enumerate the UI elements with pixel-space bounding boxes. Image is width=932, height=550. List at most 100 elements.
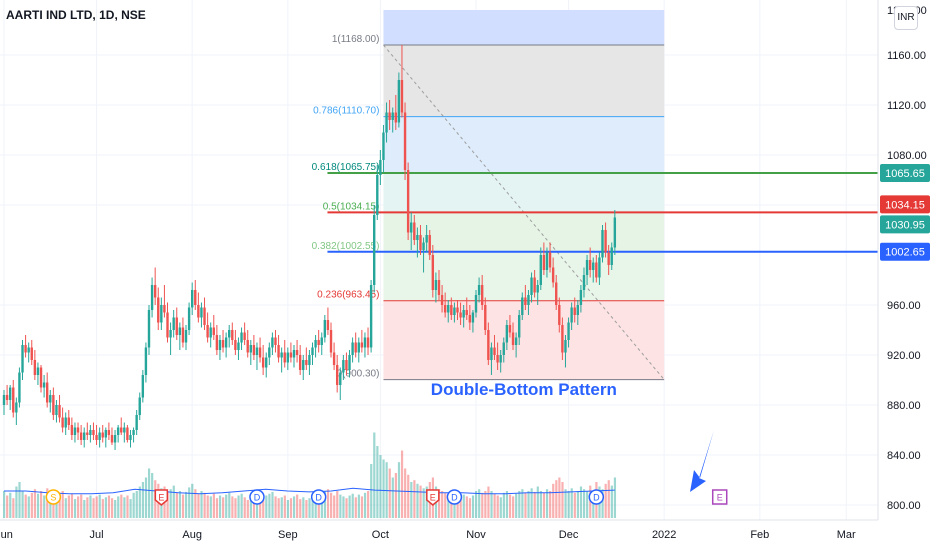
candle-body[interactable] (592, 262, 595, 271)
candle-body[interactable] (585, 260, 589, 275)
candle-body[interactable] (545, 252, 549, 271)
candle-body[interactable] (21, 345, 24, 373)
candle-body[interactable] (169, 330, 172, 338)
candle-body[interactable] (30, 347, 33, 361)
candle-body[interactable] (348, 355, 351, 370)
candle-body[interactable] (153, 285, 157, 298)
candle-body[interactable] (147, 310, 151, 348)
event-marker-icon[interactable] (426, 489, 440, 506)
candle-body[interactable] (487, 330, 490, 360)
candle-body[interactable] (582, 275, 586, 290)
candle-body[interactable] (474, 295, 478, 313)
candle-body[interactable] (354, 342, 357, 353)
candle-body[interactable] (209, 327, 212, 338)
candle-body[interactable] (89, 430, 92, 435)
candle-body[interactable] (329, 330, 333, 353)
candle-body[interactable] (206, 325, 209, 338)
candle-body[interactable] (190, 290, 194, 308)
candle-body[interactable] (431, 255, 435, 290)
candle-body[interactable] (320, 337, 323, 346)
candle-body[interactable] (406, 170, 410, 233)
candle-body[interactable] (456, 307, 459, 313)
candle-body[interactable] (246, 340, 249, 353)
candle-body[interactable] (459, 312, 462, 318)
candle-body[interactable] (286, 352, 290, 363)
candle-body[interactable] (67, 417, 70, 426)
candle-body[interactable] (157, 297, 160, 323)
candle-body[interactable] (76, 427, 80, 433)
candle-body[interactable] (425, 235, 428, 243)
candle-body[interactable] (184, 330, 188, 343)
candle-body[interactable] (203, 307, 206, 326)
candle-body[interactable] (64, 417, 67, 428)
candle-body[interactable] (357, 342, 360, 353)
candle-body[interactable] (339, 372, 342, 386)
candle-body[interactable] (271, 337, 274, 348)
event-marker-icon[interactable] (154, 489, 169, 506)
candle-body[interactable] (363, 337, 367, 348)
candle-body[interactable] (116, 427, 120, 436)
candle-body[interactable] (422, 242, 425, 251)
candle-body[interactable] (123, 427, 126, 433)
candle-body[interactable] (45, 382, 49, 403)
candle-body[interactable] (283, 352, 286, 363)
candle-body[interactable] (39, 367, 43, 388)
candle-body[interactable] (379, 160, 382, 175)
candle-body[interactable] (163, 305, 166, 313)
candle-body[interactable] (369, 285, 373, 348)
candle-body[interactable] (249, 345, 252, 353)
candle-body[interactable] (107, 430, 111, 435)
candle-body[interactable] (58, 405, 61, 418)
candle-body[interactable] (413, 222, 416, 241)
candle-body[interactable] (447, 305, 450, 313)
candle-body[interactable] (175, 317, 178, 336)
candle-body[interactable] (453, 307, 456, 316)
candle-body[interactable] (391, 112, 394, 121)
candle-body[interactable] (443, 305, 447, 313)
candle-body[interactable] (450, 305, 453, 315)
candle-body[interactable] (101, 432, 104, 438)
candle-body[interactable] (342, 360, 345, 373)
candle-body[interactable] (231, 330, 234, 340)
candle-body[interactable] (326, 320, 330, 330)
candle-body[interactable] (298, 355, 302, 370)
event-marker-icon[interactable] (588, 489, 605, 505)
candle-body[interactable] (132, 430, 135, 435)
candle-body[interactable] (15, 402, 18, 413)
candle-body[interactable] (598, 257, 601, 278)
candle-body[interactable] (434, 280, 438, 290)
candle-body[interactable] (311, 347, 314, 356)
candle-body[interactable] (561, 325, 564, 353)
candle-body[interactable] (502, 342, 505, 356)
candle-body[interactable] (178, 327, 182, 336)
candle-body[interactable] (252, 345, 256, 355)
candle-body[interactable] (308, 355, 311, 365)
candle-body[interactable] (120, 427, 123, 433)
candle-body[interactable] (573, 307, 576, 316)
candle-body[interactable] (126, 427, 129, 441)
candle-body[interactable] (268, 347, 271, 358)
candle-body[interactable] (570, 307, 573, 323)
candle-body[interactable] (18, 372, 21, 403)
candle-body[interactable] (360, 342, 364, 348)
candle-body[interactable] (33, 360, 37, 375)
candle-body[interactable] (228, 330, 231, 338)
candle-body[interactable] (595, 262, 598, 278)
candle-body[interactable] (265, 357, 268, 368)
candle-body[interactable] (604, 230, 607, 253)
candle-body[interactable] (150, 285, 154, 310)
candle-body[interactable] (135, 415, 138, 430)
candle-body[interactable] (237, 342, 240, 351)
candle-body[interactable] (397, 80, 401, 123)
candle-body[interactable] (613, 217, 617, 248)
candle-body[interactable] (394, 112, 397, 123)
candle-body[interactable] (234, 340, 237, 350)
candle-body[interactable] (508, 325, 512, 333)
candle-body[interactable] (521, 297, 524, 316)
candle-body[interactable] (400, 80, 404, 113)
candle-body[interactable] (5, 395, 9, 400)
candle-body[interactable] (533, 277, 536, 293)
candle-body[interactable] (141, 375, 145, 398)
candle-body[interactable] (73, 427, 77, 436)
